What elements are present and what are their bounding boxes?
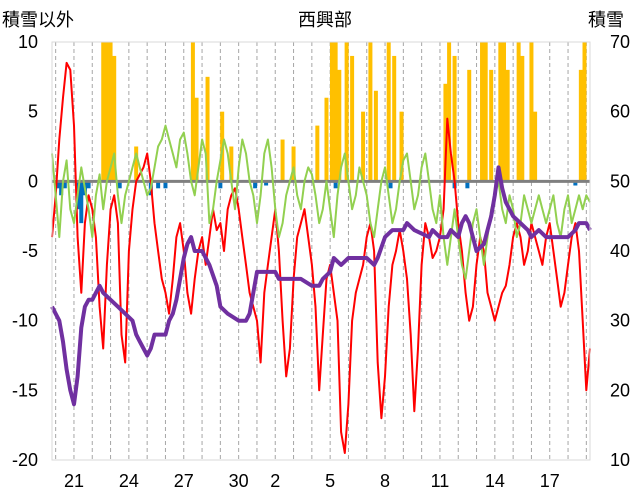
x-tick-label: 2 xyxy=(270,471,280,491)
right-axis-title: 積雪 xyxy=(588,10,624,31)
snowfall-bar xyxy=(134,146,139,182)
snowfall-bar xyxy=(205,76,210,182)
snowfall-bar xyxy=(520,55,525,182)
left-tick-label: -20 xyxy=(12,450,38,470)
snowfall-bar xyxy=(582,42,587,182)
snowfall-bar xyxy=(399,111,404,182)
green-series-line xyxy=(51,124,591,280)
snowfall-bar xyxy=(533,111,538,182)
x-tick-label: 24 xyxy=(119,471,139,491)
snowfall-bar xyxy=(443,83,448,182)
right-tick-label: 10 xyxy=(610,450,630,470)
right-tick-label: 40 xyxy=(610,241,630,261)
x-tick-label: 17 xyxy=(540,471,560,491)
snowfall-bar xyxy=(361,111,366,182)
snowfall-bar xyxy=(350,55,355,182)
snowfall-bar xyxy=(229,146,234,182)
precip-bar xyxy=(55,181,60,189)
snowfall-bar xyxy=(291,146,296,182)
left-tick-label: -15 xyxy=(12,380,38,400)
snowfall-bar xyxy=(101,42,106,182)
precip-bar xyxy=(253,181,258,189)
left-axis-ticks: 10 5 0 -5 -10 -15 -20 xyxy=(12,32,38,470)
precip-bar xyxy=(573,181,578,186)
x-tick-label: 5 xyxy=(325,471,335,491)
precip-bar xyxy=(218,181,223,189)
precip-bar xyxy=(79,181,84,224)
x-axis-ticks: 21 24 27 30 2 5 8 11 14 17 xyxy=(64,471,560,491)
left-axis-title: 積雪以外 xyxy=(2,10,74,31)
snowfall-bar xyxy=(373,90,378,182)
snowfall-bar xyxy=(489,69,494,182)
precip-bar xyxy=(86,181,91,189)
x-tick-label: 11 xyxy=(431,471,450,491)
right-tick-label: 30 xyxy=(610,311,630,331)
x-tick-label: 30 xyxy=(229,471,249,491)
snowfall-bar xyxy=(344,42,349,182)
snowfall-bar xyxy=(333,42,338,182)
snowfall-bar xyxy=(529,42,534,182)
precip-bar xyxy=(333,181,338,189)
plot-frame xyxy=(51,41,591,461)
snowfall-bar xyxy=(329,42,334,182)
snowfall-bar xyxy=(112,55,117,182)
snowfall-bar xyxy=(480,42,485,182)
series-lines xyxy=(50,61,592,454)
snowfall-bar xyxy=(104,42,109,182)
snowfall-bar xyxy=(315,125,320,182)
snowfall-bar xyxy=(368,42,373,182)
right-tick-label: 70 xyxy=(610,32,630,52)
precip-bar xyxy=(163,181,168,189)
precip-bar xyxy=(156,181,161,189)
snowfall-bar xyxy=(501,42,506,182)
snowfall-bar xyxy=(392,55,397,182)
snowfall-bar xyxy=(452,55,457,182)
snowfall-bar xyxy=(467,69,472,182)
snow-depth-line xyxy=(50,165,592,407)
chart-title: 西興部 xyxy=(298,10,352,31)
left-tick-label: 10 xyxy=(18,32,38,52)
snowfall-bar xyxy=(190,42,195,182)
left-tick-label: 0 xyxy=(28,171,38,191)
snowfall-bar xyxy=(194,97,199,182)
snowfall-bar xyxy=(516,42,521,182)
precip-bar xyxy=(388,181,393,189)
left-tick-label: -5 xyxy=(22,241,38,261)
right-axis-ticks: 70 60 50 40 30 20 10 xyxy=(610,32,630,470)
left-tick-label: 5 xyxy=(28,102,38,122)
snowfall-bar xyxy=(498,42,503,182)
snowfall-bar xyxy=(447,42,452,182)
snowfall-bars xyxy=(101,42,587,182)
right-tick-label: 50 xyxy=(610,171,630,191)
precip-bar xyxy=(264,181,269,186)
x-tick-label: 14 xyxy=(485,471,505,491)
right-tick-label: 60 xyxy=(610,102,630,122)
snowfall-bar xyxy=(108,42,113,182)
snowfall-bar xyxy=(386,42,391,182)
snowfall-bar xyxy=(483,42,488,182)
right-tick-label: 20 xyxy=(610,380,630,400)
left-tick-label: -10 xyxy=(12,311,38,331)
x-tick-label: 8 xyxy=(380,471,390,491)
snowfall-bar xyxy=(505,69,510,182)
x-tick-label: 27 xyxy=(174,471,194,491)
precip-bar xyxy=(62,181,67,189)
x-tick-label: 21 xyxy=(64,471,84,491)
snowfall-bar xyxy=(578,69,583,182)
snowfall-bar xyxy=(337,69,342,182)
precip-bar xyxy=(59,181,64,196)
snowfall-bar xyxy=(280,139,285,182)
precip-bar xyxy=(465,181,470,189)
precip-bar xyxy=(117,181,122,189)
snowfall-bar xyxy=(324,97,329,182)
